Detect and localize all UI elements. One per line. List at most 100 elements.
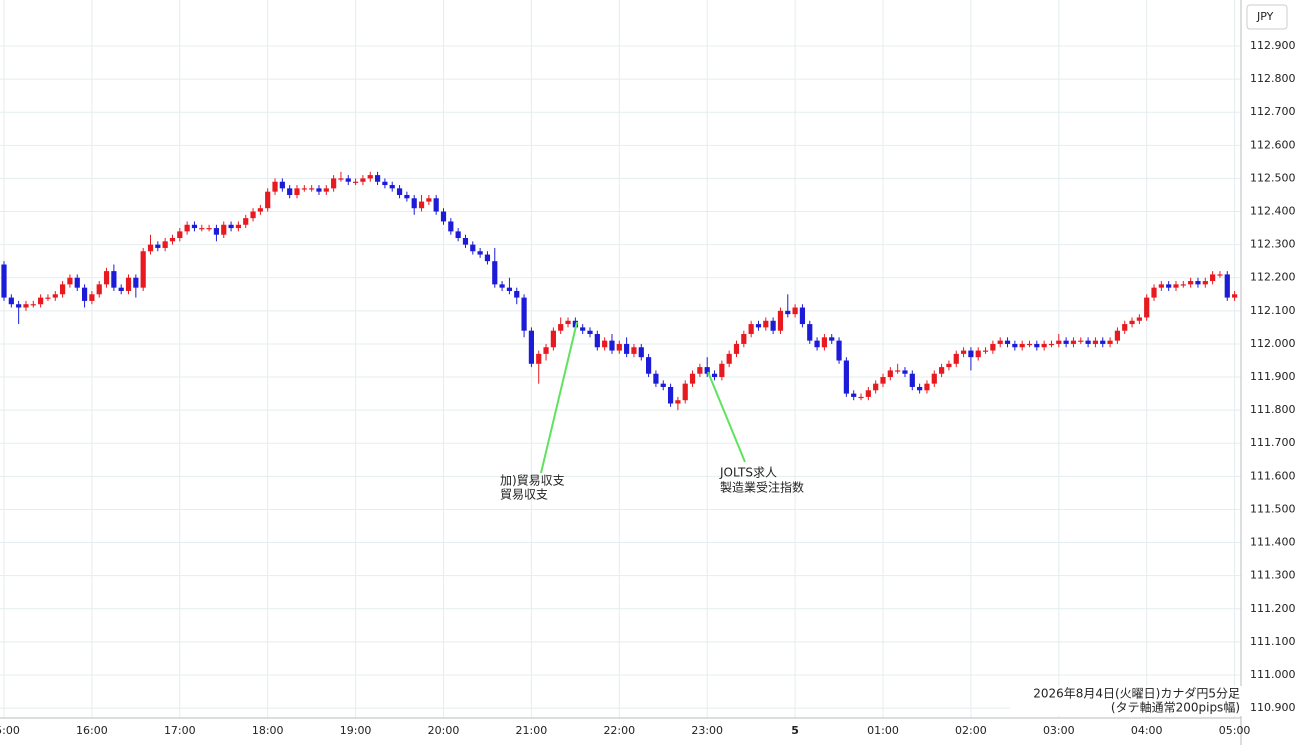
candle-body	[777, 310, 784, 331]
candle-body	[1107, 340, 1113, 344]
candle-body	[1, 264, 7, 298]
y-tick-label: 112.900	[1250, 39, 1296, 52]
candle-body	[470, 244, 476, 252]
annotation: 製造業受注指数	[720, 480, 804, 495]
candle-body	[1166, 284, 1172, 288]
y-tick-label: 112.100	[1250, 304, 1296, 317]
title-bg	[1010, 686, 1242, 716]
candle-body	[1070, 340, 1077, 344]
y-tick-label: 112.500	[1250, 171, 1296, 184]
candle-body	[45, 297, 51, 299]
grid	[0, 0, 1241, 718]
candle-body	[147, 244, 154, 252]
x-tick-label: 17:00	[164, 724, 196, 737]
candle-body	[1151, 287, 1157, 298]
candle-body	[843, 360, 849, 394]
candle-body	[865, 390, 871, 397]
candle-body	[1122, 324, 1128, 331]
candle-body	[177, 231, 183, 239]
candle-body	[821, 337, 827, 348]
candle-body	[191, 224, 198, 229]
candle-body	[272, 181, 278, 192]
candle-body	[199, 228, 205, 230]
candle-body	[133, 277, 139, 288]
candle-body	[528, 330, 534, 364]
annotation-line	[540, 321, 578, 474]
candle-body	[499, 284, 505, 288]
candle-body	[331, 178, 337, 189]
y-tick-label: 112.600	[1250, 138, 1296, 151]
candle-body	[455, 231, 461, 239]
candle-body	[374, 175, 381, 182]
candle-body	[733, 343, 740, 354]
candle-body	[572, 320, 578, 328]
candle-body	[682, 383, 688, 401]
candle-body	[81, 287, 88, 301]
candle-body	[565, 320, 571, 325]
candle-body	[667, 386, 674, 404]
candle-body	[1078, 340, 1084, 342]
candle-body	[389, 185, 395, 189]
candle-body	[265, 191, 271, 209]
currency-label: JPY	[1256, 10, 1274, 23]
candle-body	[433, 198, 439, 212]
candle-body	[836, 340, 842, 361]
candle-body	[697, 367, 703, 374]
candle-body	[953, 353, 959, 364]
candle-body	[1085, 340, 1091, 344]
candle-body	[763, 320, 769, 328]
candle-body	[418, 201, 425, 209]
candle-body	[184, 224, 190, 232]
candle-body	[74, 277, 80, 288]
candle-body	[543, 347, 549, 354]
candle-body	[440, 211, 447, 222]
candle-body	[1056, 340, 1062, 344]
candle-body	[279, 181, 285, 189]
candle-body	[785, 310, 791, 315]
y-tick-label: 112.300	[1250, 238, 1296, 251]
candle-body	[118, 287, 124, 291]
candle-body	[462, 238, 469, 245]
candle-body	[23, 304, 29, 308]
x-tick-label: 15:00	[0, 724, 20, 737]
candle-body	[396, 188, 403, 195]
currency-box	[1246, 4, 1288, 30]
candle-body	[1224, 274, 1230, 298]
y-tick-label: 111.000	[1250, 668, 1296, 681]
x-tick-label: 20:00	[428, 724, 460, 737]
y-tick-label: 112.700	[1250, 105, 1296, 118]
candle-body	[792, 307, 798, 315]
candle-body	[1210, 274, 1216, 282]
candle-body	[38, 297, 44, 305]
candle-body	[360, 178, 366, 182]
x-tick-label: 05:00	[1219, 724, 1251, 737]
candle-body	[345, 178, 351, 182]
candle-body	[1136, 317, 1142, 321]
candle-body	[880, 377, 886, 384]
candle-body	[506, 287, 513, 291]
candle-body	[909, 373, 915, 387]
candle-body	[653, 373, 659, 384]
candle-body	[631, 347, 637, 354]
candle-body	[125, 277, 132, 291]
candle-body	[67, 277, 73, 285]
y-tick-label: 111.100	[1250, 635, 1296, 648]
candle-body	[711, 373, 718, 378]
chart-title: 2026年8月4日(火曜日)カナダ円5分足	[1033, 686, 1240, 701]
candle-body	[8, 297, 14, 305]
candle-body	[426, 198, 432, 202]
candle-body	[997, 340, 1003, 344]
y-tick-label: 112.200	[1250, 271, 1296, 284]
candle-body	[675, 400, 681, 404]
candle-body	[1041, 343, 1047, 348]
y-tick-label: 111.400	[1250, 536, 1296, 549]
candle-body	[660, 383, 666, 387]
candle-body	[492, 261, 498, 285]
y-tick-label: 111.500	[1250, 502, 1296, 515]
candle-body	[924, 383, 930, 391]
candle-body	[968, 350, 974, 358]
candle-body	[1173, 284, 1179, 288]
candle-body	[1026, 343, 1033, 346]
candle-body	[1180, 284, 1186, 286]
